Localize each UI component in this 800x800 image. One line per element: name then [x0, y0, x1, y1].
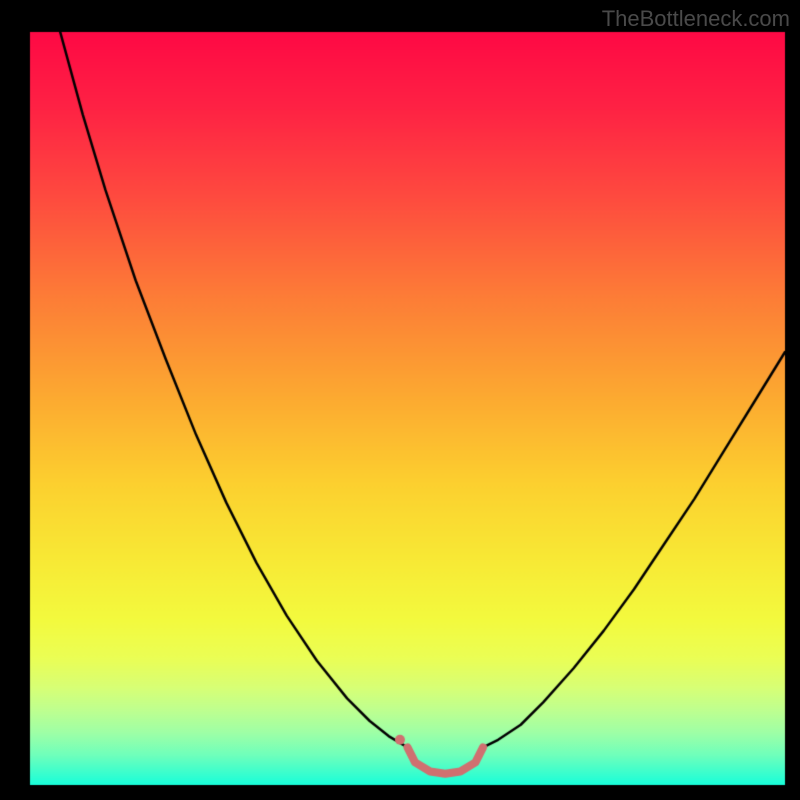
watermark-label: TheBottleneck.com — [602, 6, 790, 32]
chart-container: TheBottleneck.com — [0, 0, 800, 800]
bottleneck-chart-canvas — [0, 0, 800, 800]
